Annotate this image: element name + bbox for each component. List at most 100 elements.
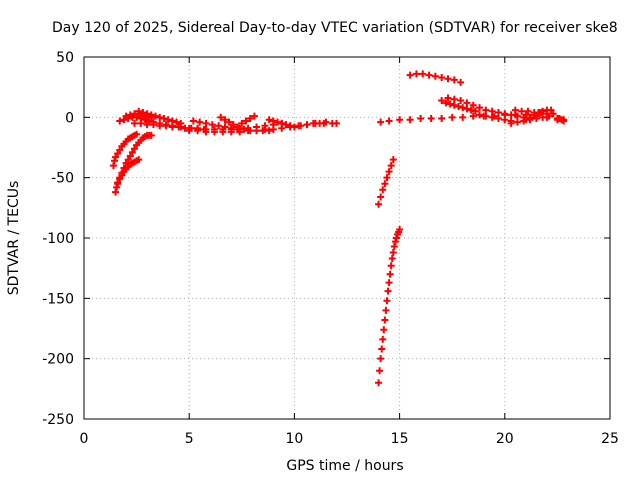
y-tick-label: -250 — [42, 412, 74, 428]
data-point — [378, 345, 386, 353]
data-point — [164, 116, 172, 124]
data-point — [377, 355, 385, 363]
data-point — [448, 113, 456, 121]
data-point — [282, 121, 290, 129]
data-point — [217, 113, 225, 121]
data-point — [116, 175, 124, 183]
data-point — [513, 118, 521, 126]
data-point — [513, 112, 521, 120]
data-point — [457, 78, 465, 86]
data-point — [113, 183, 121, 191]
chart-title: Day 120 of 2025, Sidereal Day-to-day VTE… — [52, 20, 618, 36]
data-point — [265, 116, 273, 124]
data-point — [412, 70, 420, 78]
data-point — [417, 115, 425, 123]
data-point — [392, 234, 400, 242]
data-point — [133, 130, 141, 138]
data-point — [265, 127, 273, 135]
data-point — [459, 113, 467, 121]
data-series-23 — [522, 106, 555, 124]
data-point — [177, 119, 185, 127]
data-point — [387, 162, 395, 170]
data-point — [162, 122, 170, 130]
data-point — [501, 116, 509, 124]
data-series-11 — [238, 112, 258, 127]
data-point — [156, 122, 164, 130]
data-point — [450, 76, 458, 84]
data-point — [238, 119, 246, 127]
data-point — [143, 121, 151, 129]
data-point — [494, 109, 502, 117]
data-point — [507, 119, 515, 127]
data-point — [549, 110, 557, 118]
data-point — [111, 157, 119, 165]
data-point — [244, 127, 252, 135]
data-series-21 — [507, 112, 553, 127]
data-point — [467, 106, 475, 114]
data-point — [215, 122, 223, 130]
y-tick-label: -200 — [42, 352, 74, 368]
data-point — [534, 109, 542, 117]
data-point — [189, 117, 197, 125]
data-point — [250, 112, 258, 120]
data-point — [482, 112, 490, 120]
data-point — [221, 123, 229, 131]
data-point — [139, 109, 147, 117]
data-point — [194, 127, 202, 135]
data-point — [459, 104, 467, 112]
data-point — [382, 306, 390, 314]
data-point — [133, 113, 141, 121]
data-point — [234, 123, 242, 131]
data-point — [274, 118, 282, 126]
data-point — [261, 125, 269, 133]
y-axis-label: SDTVAR / TECUs — [6, 181, 22, 296]
data-point — [114, 180, 122, 188]
data-series-12 — [265, 116, 294, 130]
data-point — [488, 107, 496, 115]
data-point — [419, 70, 427, 78]
data-points — [109, 70, 568, 387]
data-point — [547, 106, 555, 114]
data-point — [450, 101, 458, 109]
data-point — [380, 326, 388, 334]
data-point — [210, 128, 218, 136]
data-series-17 — [406, 70, 465, 86]
data-series-2 — [109, 130, 141, 170]
x-tick-label: 10 — [285, 431, 303, 447]
data-point — [137, 119, 145, 127]
data-point — [246, 115, 254, 123]
data-point — [385, 168, 393, 176]
data-point — [488, 113, 496, 121]
data-point — [168, 117, 176, 125]
x-tick-label: 25 — [601, 431, 619, 447]
data-point — [227, 128, 235, 136]
data-series-13 — [290, 118, 330, 131]
data-point — [391, 238, 399, 246]
data-point — [253, 127, 261, 135]
data-point — [526, 113, 534, 121]
data-point — [126, 152, 134, 160]
data-point — [444, 94, 452, 102]
data-point — [384, 287, 392, 295]
data-point — [386, 270, 394, 278]
data-point — [160, 115, 168, 123]
data-point — [406, 116, 414, 124]
data-point — [181, 124, 189, 132]
data-point — [122, 112, 130, 120]
data-point — [396, 226, 404, 234]
x-tick-label: 0 — [80, 431, 89, 447]
data-point — [120, 116, 128, 124]
y-tick-label: -150 — [42, 291, 74, 307]
data-point — [381, 180, 389, 188]
data-point — [143, 110, 151, 118]
data-point — [532, 115, 540, 123]
data-point — [379, 335, 387, 343]
y-tick-label: 50 — [56, 50, 74, 66]
axis-ticks: 0 5 10 15 20 25 50 0 -50 -100 -150 -200 -250 — [42, 50, 619, 447]
data-series-24 — [553, 115, 568, 125]
data-point — [130, 145, 138, 153]
data-point — [444, 75, 452, 83]
data-series-6 — [135, 107, 185, 127]
data-point — [539, 107, 547, 115]
